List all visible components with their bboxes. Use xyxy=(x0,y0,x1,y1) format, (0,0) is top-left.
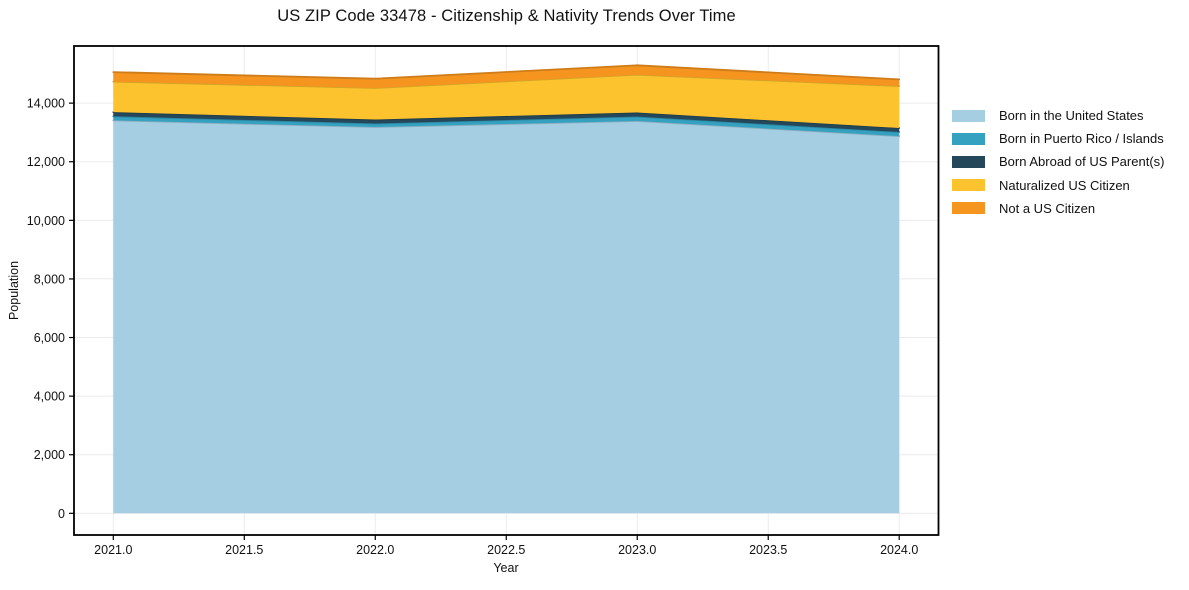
area-layer-5 xyxy=(113,65,900,88)
legend-item-2: Born in Puerto Rico / Islands xyxy=(952,127,1164,150)
legend-item-3: Born Abroad of US Parent(s) xyxy=(952,150,1164,173)
area-layer-1 xyxy=(113,120,900,514)
axes-layer: 2021.0 2021.5 2022.0 2022.5 2023.0 2023.5 2024… xyxy=(27,45,940,557)
y-tick-label: 6,000 xyxy=(34,331,65,345)
x-tick-label: 2022.0 xyxy=(356,543,394,557)
legend-label: Born in Puerto Rico / Islands xyxy=(999,131,1164,147)
legend-label: Born in the United States xyxy=(999,108,1144,124)
x-axis-label: Year xyxy=(493,561,518,575)
legend-label: Born Abroad of US Parent(s) xyxy=(999,154,1165,170)
legend-label: Not a US Citizen xyxy=(999,200,1096,216)
y-tick-label: 0 xyxy=(58,507,65,521)
stacked-areas xyxy=(112,64,901,514)
x-tick-label: 2023.5 xyxy=(749,543,787,557)
y-tick-label: 2,000 xyxy=(34,448,65,462)
legend-swatch xyxy=(952,132,985,145)
legend-label: Naturalized US Citizen xyxy=(999,177,1130,193)
legend-swatch xyxy=(952,202,985,215)
y-tick-label: 10,000 xyxy=(27,214,65,228)
x-tick-label: 2022.5 xyxy=(487,543,525,557)
chart-title: US ZIP Code 33478 - Citizenship & Nativi… xyxy=(277,7,736,25)
area-edge-5 xyxy=(112,64,901,81)
x-tick-label: 2023.0 xyxy=(618,543,656,557)
legend-item-4: Naturalized US Citizen xyxy=(952,174,1164,197)
x-tick-label: 2021.0 xyxy=(94,543,132,557)
area-layer-4 xyxy=(113,74,900,128)
y-tick-label: 14,000 xyxy=(27,97,65,111)
x-tick-label: 2024.0 xyxy=(880,543,918,557)
y-tick-label: 8,000 xyxy=(34,272,65,286)
legend-item-5: Not a US Citizen xyxy=(952,197,1164,220)
legend-swatch xyxy=(952,155,985,168)
legend-item-1: Born in the United States xyxy=(952,104,1164,127)
legend-swatch xyxy=(952,179,985,192)
x-tick-label: 2021.5 xyxy=(225,543,263,557)
legend-swatch xyxy=(952,109,985,122)
y-tick-label: 4,000 xyxy=(34,390,65,404)
legend: Born in the United States Born in Puerto … xyxy=(952,104,1164,220)
y-axis-label: Population xyxy=(7,261,21,320)
y-tick-label: 12,000 xyxy=(27,155,65,169)
